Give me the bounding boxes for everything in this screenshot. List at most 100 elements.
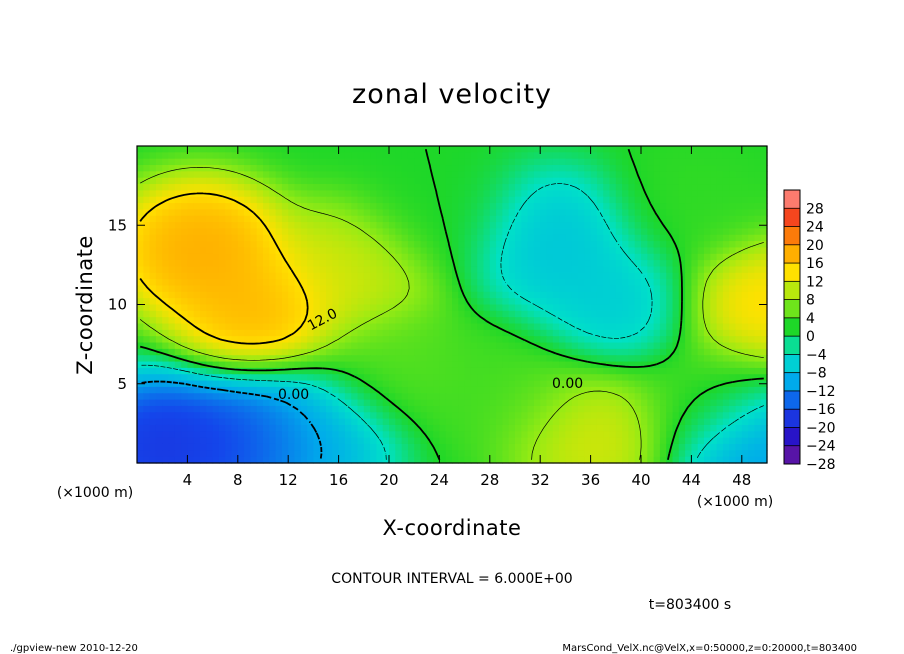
heat-cell — [735, 241, 743, 249]
heat-cell — [143, 241, 151, 249]
heat-cell — [149, 253, 157, 261]
heat-cell — [678, 399, 686, 407]
heat-cell — [439, 336, 447, 344]
heat-cell — [231, 272, 239, 280]
heat-cell — [735, 386, 743, 394]
heat-cell — [716, 291, 724, 299]
heat-cell — [489, 367, 497, 375]
heat-cell — [502, 165, 510, 172]
heat-cell — [458, 342, 466, 350]
heat-cell — [426, 317, 434, 325]
heat-cell — [401, 247, 409, 255]
heat-cell — [225, 317, 233, 325]
heat-cell — [521, 323, 529, 331]
heat-cell — [628, 171, 636, 179]
heat-cell — [332, 367, 340, 375]
heat-cell — [420, 266, 428, 274]
heat-cell — [716, 209, 724, 217]
heat-cell — [521, 374, 529, 382]
heat-cell — [300, 418, 308, 426]
heat-cell — [162, 247, 170, 255]
heat-cell — [533, 374, 541, 382]
heat-cell — [540, 450, 548, 458]
heat-cell — [281, 158, 289, 166]
heat-cell — [168, 386, 176, 394]
heat-cell — [729, 336, 737, 344]
heat-cell — [275, 437, 283, 445]
heat-cell — [760, 234, 768, 242]
heat-cell — [344, 348, 352, 356]
heat-cell — [332, 374, 340, 382]
heat-cell — [641, 304, 648, 312]
heat-cell — [559, 405, 566, 413]
heat-cell — [300, 152, 308, 160]
heat-cell — [710, 298, 718, 306]
heat-cell — [300, 177, 308, 185]
heat-cell — [609, 374, 617, 382]
heat-cell — [407, 317, 415, 325]
heat-cell — [685, 222, 692, 230]
heat-cell — [634, 310, 642, 318]
heat-cell — [351, 228, 359, 236]
heat-cell — [137, 374, 144, 382]
heat-cell — [370, 247, 377, 255]
heat-cell — [470, 355, 478, 363]
heat-cell — [344, 247, 352, 255]
heat-cell — [326, 146, 333, 153]
heat-cell — [540, 431, 548, 439]
heat-cell — [313, 253, 321, 261]
heat-cell — [344, 285, 352, 293]
heat-cell — [149, 215, 157, 223]
heat-cell — [748, 298, 755, 306]
heat-cell — [521, 399, 529, 407]
heat-cell — [307, 437, 314, 445]
heat-cell — [653, 374, 661, 382]
heat-cell — [149, 266, 157, 274]
heat-cell — [187, 285, 195, 293]
heat-cell — [244, 310, 251, 318]
heat-cell — [634, 222, 642, 230]
heat-cell — [628, 234, 636, 242]
heat-cell — [426, 209, 434, 217]
heat-cell — [710, 412, 718, 420]
heat-cell — [288, 443, 296, 451]
heat-cell — [729, 329, 737, 337]
heat-cell — [445, 450, 453, 458]
heat-cell — [174, 241, 182, 249]
heat-cell — [344, 196, 352, 204]
heat-cell — [641, 393, 648, 401]
heat-cell — [420, 247, 428, 255]
heat-cell — [552, 380, 560, 388]
heat-cell — [678, 342, 686, 350]
heat-cell — [672, 336, 680, 344]
heat-cell — [250, 279, 258, 287]
heat-cell — [596, 272, 604, 280]
heat-cell — [458, 165, 466, 172]
heat-cell — [502, 222, 510, 230]
heat-cell — [307, 158, 314, 166]
heat-cell — [439, 380, 447, 388]
heat-cell — [181, 336, 188, 344]
heat-cell — [275, 209, 283, 217]
heat-cell — [653, 342, 661, 350]
heat-cell — [370, 146, 377, 153]
heat-cell — [313, 279, 321, 287]
heat-cell — [288, 317, 296, 325]
heat-cell — [382, 367, 390, 375]
heat-cell — [609, 228, 617, 236]
heat-cell — [659, 152, 667, 160]
heat-cell — [515, 222, 522, 230]
heat-cell — [344, 222, 352, 230]
heat-cell — [653, 291, 661, 299]
heat-cell — [149, 399, 157, 407]
heat-cell — [231, 437, 239, 445]
heat-cell — [332, 266, 340, 274]
heat-cell — [137, 253, 144, 261]
heat-cell — [433, 431, 440, 439]
heat-cell — [143, 247, 151, 255]
heat-cell — [143, 171, 151, 179]
heat-cell — [722, 209, 730, 217]
heat-cell — [521, 184, 529, 191]
heat-cell — [590, 348, 598, 356]
heat-cell — [609, 367, 617, 375]
